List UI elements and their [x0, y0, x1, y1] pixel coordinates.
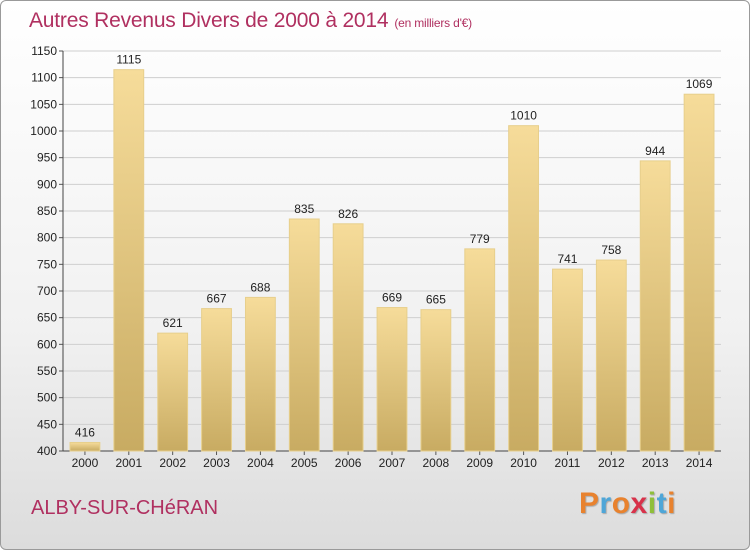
y-tick-label: 850: [37, 204, 57, 218]
bar-2014: [683, 93, 715, 452]
bar-2012: [595, 259, 627, 452]
x-tick-label: 2005: [291, 456, 318, 470]
y-tick-label: 900: [37, 177, 57, 191]
bar-2009: [464, 248, 496, 452]
x-tick-label: 2003: [203, 456, 230, 470]
y-tick-label: 1000: [30, 124, 57, 138]
chart-title-text: Autres Revenus Divers de 2000 à 2014: [29, 9, 389, 32]
y-tick-label: 1150: [31, 44, 57, 58]
x-tick-label: 2004: [247, 456, 274, 470]
y-tick-label: 700: [37, 284, 57, 298]
bar-value-label: 1069: [686, 77, 713, 91]
y-tick-label: 600: [37, 337, 57, 351]
x-tick-label: 2007: [379, 456, 406, 470]
bar-2004: [244, 296, 276, 452]
y-tick-label: 550: [37, 364, 57, 378]
x-tick-label: 2014: [686, 456, 713, 470]
bar-2003: [201, 308, 232, 452]
bar-2013: [639, 160, 671, 452]
y-tick-label: 1100: [31, 71, 57, 85]
y-tick-label: 650: [37, 311, 57, 325]
bar-2002: [157, 332, 189, 452]
x-tick-label: 2000: [72, 456, 99, 470]
y-tick-label: 400: [37, 444, 57, 458]
bar-value-label: 667: [207, 292, 227, 306]
bar-layer: 416 1115 621 667 688 835 826 669 665 779 1010 741 75…: [69, 53, 715, 452]
bar-value-label: 944: [645, 144, 665, 158]
bar-value-label: 621: [163, 316, 183, 330]
x-tick-label: 2006: [335, 456, 362, 470]
x-tick-label: 2011: [555, 456, 581, 470]
bar-2006: [332, 223, 364, 452]
logo-letter: x: [630, 487, 648, 520]
bar-2005: [288, 218, 320, 452]
x-tick-label: 2009: [466, 456, 493, 470]
bar-value-label: 1010: [510, 109, 537, 123]
bar-2007: [376, 307, 408, 452]
logo-letter: P: [579, 487, 600, 520]
logo-letter: i: [667, 487, 676, 520]
bar-value-label: 741: [557, 252, 577, 266]
x-tick-label: 2013: [642, 456, 669, 470]
logo-letter: t: [656, 487, 668, 520]
y-tick-label: 450: [37, 417, 57, 431]
town-name: ALBY-SUR-CHéRAN: [31, 497, 219, 519]
proxiti-logo[interactable]: Proxiti: [579, 487, 676, 521]
bar-2000: [69, 441, 101, 452]
bar-value-label: 779: [470, 232, 490, 246]
bar-2011: [552, 268, 583, 452]
bar-value-label: 416: [75, 425, 95, 439]
bar-value-label: 1115: [116, 53, 141, 67]
x-tick-label: 2008: [423, 456, 450, 470]
chart-title: Autres Revenus Divers de 2000 à 2014 (en …: [29, 9, 472, 33]
y-tick-label: 750: [37, 257, 57, 271]
bar-value-label: 826: [338, 207, 358, 221]
axis-layer: 400 450 500 550 600 650 700 750 800 850 900 950 1000…: [30, 44, 721, 470]
bar-2010: [508, 125, 540, 452]
y-tick-label: 500: [37, 391, 57, 405]
bar-2008: [420, 309, 452, 452]
logo-letter: i: [647, 487, 657, 520]
x-tick-label: 2012: [598, 456, 625, 470]
logo-letter: r: [599, 487, 612, 520]
bar-2001: [113, 69, 145, 452]
y-tick-label: 950: [37, 151, 57, 165]
y-tick-label: 800: [37, 231, 57, 245]
y-tick-label: 1050: [30, 97, 57, 111]
logo-letter: o: [611, 487, 631, 520]
bar-value-label: 688: [250, 280, 270, 294]
bar-value-label: 758: [601, 243, 621, 257]
x-tick-label: 2001: [115, 456, 142, 470]
bar-value-label: 665: [426, 293, 446, 307]
chart-unit: (en milliers d'€): [394, 16, 472, 30]
x-tick-label: 2002: [159, 456, 186, 470]
bar-value-label: 669: [382, 291, 402, 305]
x-tick-label: 2010: [510, 456, 537, 470]
bar-value-label: 835: [294, 202, 314, 216]
